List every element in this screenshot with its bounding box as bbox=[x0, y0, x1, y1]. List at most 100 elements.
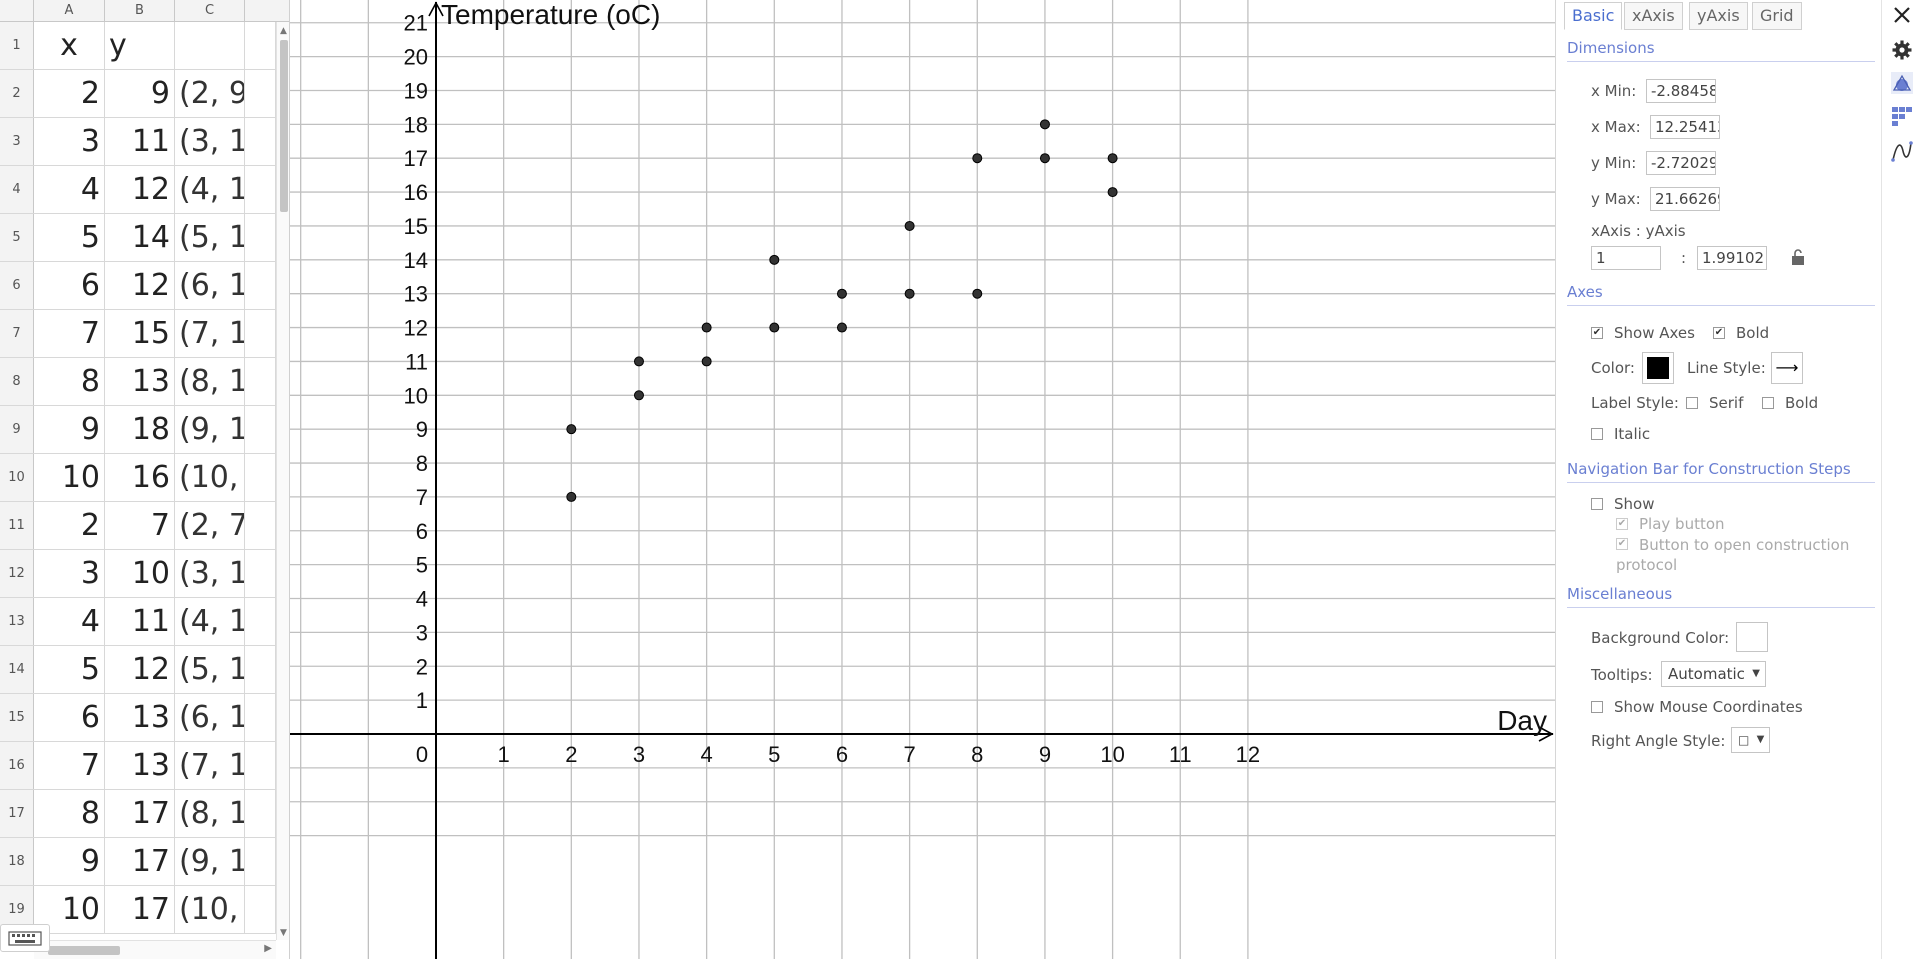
scroll-down-icon[interactable]: ▼ bbox=[280, 928, 287, 938]
cell-c[interactable]: (8, 1 bbox=[175, 790, 245, 837]
cell-b[interactable]: 11 bbox=[105, 118, 175, 165]
cell-b[interactable]: 13 bbox=[105, 694, 175, 741]
row-header[interactable]: 4 bbox=[0, 166, 34, 213]
cell-d[interactable] bbox=[245, 406, 276, 453]
data-point[interactable] bbox=[633, 390, 644, 401]
cell-b[interactable]: 13 bbox=[105, 358, 175, 405]
graphics-view[interactable]: 0 1 2 3 4 5 6 7 8 9 10 11 12 1 2 3 4 5 6 7 8 9 10 11 12 13 14 15 16 1… bbox=[290, 0, 1555, 959]
label-bold-checkbox[interactable] bbox=[1762, 397, 1774, 409]
cell-a[interactable]: 6 bbox=[34, 262, 105, 309]
grid-table-icon[interactable] bbox=[1891, 106, 1913, 128]
cell-b[interactable]: 9 bbox=[105, 70, 175, 117]
cell-a[interactable]: 6 bbox=[34, 694, 105, 741]
cell-a[interactable]: 7 bbox=[34, 742, 105, 789]
cell-d[interactable] bbox=[245, 262, 276, 309]
xmin-field[interactable]: -2.88458 bbox=[1646, 79, 1716, 103]
row-header[interactable]: 17 bbox=[0, 790, 34, 837]
cell-d[interactable] bbox=[245, 166, 276, 213]
lock-open-icon[interactable] bbox=[1790, 248, 1806, 266]
row-header[interactable]: 3 bbox=[0, 118, 34, 165]
row-header[interactable]: 7 bbox=[0, 310, 34, 357]
ymin-field[interactable]: -2.72029 bbox=[1646, 151, 1716, 175]
data-point[interactable] bbox=[769, 254, 780, 265]
play-button-checkbox[interactable]: ✔ bbox=[1616, 518, 1628, 530]
cell-c[interactable]: (6, 1 bbox=[175, 694, 245, 741]
graphics-icon[interactable] bbox=[1891, 72, 1913, 94]
cell-d[interactable] bbox=[245, 454, 276, 501]
cell-b[interactable]: 18 bbox=[105, 406, 175, 453]
cell-a[interactable]: 3 bbox=[34, 118, 105, 165]
cell-a[interactable]: 9 bbox=[34, 838, 105, 885]
row-header[interactable]: 11 bbox=[0, 502, 34, 549]
data-point[interactable] bbox=[1039, 119, 1050, 130]
cell-c[interactable]: (2, 9 bbox=[175, 70, 245, 117]
row-header[interactable]: 1 bbox=[0, 22, 34, 69]
column-header-a[interactable]: A bbox=[34, 0, 105, 22]
mouse-coords-checkbox[interactable] bbox=[1591, 701, 1603, 713]
cell-c[interactable] bbox=[175, 22, 245, 69]
cell-d[interactable] bbox=[245, 550, 276, 597]
cell-b[interactable]: y bbox=[105, 22, 175, 69]
cell-d[interactable] bbox=[245, 502, 276, 549]
cell-a[interactable]: 7 bbox=[34, 310, 105, 357]
bold-axes-checkbox[interactable]: ✔ bbox=[1713, 327, 1725, 339]
column-header-c[interactable]: C bbox=[175, 0, 245, 22]
cell-d[interactable] bbox=[245, 70, 276, 117]
scatter-plot[interactable]: 0 1 2 3 4 5 6 7 8 9 10 11 12123456789101112131415161… bbox=[290, 0, 1555, 959]
cell-a[interactable]: x bbox=[34, 22, 105, 69]
data-point[interactable] bbox=[836, 288, 847, 299]
data-point[interactable] bbox=[904, 220, 915, 231]
data-point[interactable] bbox=[566, 491, 577, 502]
cell-c[interactable]: (3, 1 bbox=[175, 550, 245, 597]
cell-d[interactable] bbox=[245, 22, 276, 69]
data-point[interactable] bbox=[769, 322, 780, 333]
row-header[interactable]: 5 bbox=[0, 214, 34, 261]
tooltips-dropdown[interactable]: Automatic ▼ bbox=[1661, 661, 1766, 687]
cell-a[interactable]: 4 bbox=[34, 598, 105, 645]
cell-b[interactable]: 16 bbox=[105, 454, 175, 501]
curve-icon[interactable] bbox=[1891, 140, 1913, 162]
horizontal-scroll-thumb[interactable] bbox=[48, 946, 120, 955]
cell-c[interactable]: (4, 1 bbox=[175, 166, 245, 213]
row-header[interactable]: 16 bbox=[0, 742, 34, 789]
right-angle-dropdown[interactable]: □ ▼ bbox=[1731, 727, 1771, 753]
cell-b[interactable]: 13 bbox=[105, 742, 175, 789]
cell-a[interactable]: 8 bbox=[34, 358, 105, 405]
cell-d[interactable] bbox=[245, 310, 276, 357]
data-point[interactable] bbox=[904, 288, 915, 299]
show-axes-checkbox[interactable]: ✔ bbox=[1591, 327, 1603, 339]
open-protocol-checkbox[interactable]: ✔ bbox=[1616, 538, 1628, 550]
cell-a[interactable]: 4 bbox=[34, 166, 105, 213]
cell-d[interactable] bbox=[245, 598, 276, 645]
cell-b[interactable]: 7 bbox=[105, 502, 175, 549]
data-point[interactable] bbox=[1107, 187, 1118, 198]
cell-d[interactable] bbox=[245, 646, 276, 693]
cell-a[interactable]: 10 bbox=[34, 454, 105, 501]
cell-c[interactable]: (8, 1 bbox=[175, 358, 245, 405]
row-header[interactable]: 2 bbox=[0, 70, 34, 117]
data-point[interactable] bbox=[1039, 153, 1050, 164]
vertical-scrollbar[interactable]: ▲ ▼ bbox=[276, 22, 289, 940]
serif-checkbox[interactable] bbox=[1686, 397, 1698, 409]
row-header[interactable]: 10 bbox=[0, 454, 34, 501]
row-header[interactable]: 18 bbox=[0, 838, 34, 885]
cell-c[interactable]: (10, bbox=[175, 886, 245, 933]
cell-a[interactable]: 9 bbox=[34, 406, 105, 453]
cell-d[interactable] bbox=[245, 742, 276, 789]
cell-d[interactable] bbox=[245, 694, 276, 741]
cell-c[interactable]: (5, 1 bbox=[175, 646, 245, 693]
cell-c[interactable]: (6, 1 bbox=[175, 262, 245, 309]
cell-c[interactable]: (7, 1 bbox=[175, 310, 245, 357]
cell-d[interactable] bbox=[245, 838, 276, 885]
data-point[interactable] bbox=[701, 322, 712, 333]
ratio-y-field[interactable]: 1.99102 bbox=[1697, 246, 1767, 270]
cell-b[interactable]: 17 bbox=[105, 790, 175, 837]
cell-c[interactable]: (10, bbox=[175, 454, 245, 501]
data-point[interactable] bbox=[1107, 153, 1118, 164]
data-point[interactable] bbox=[972, 153, 983, 164]
row-header[interactable]: 14 bbox=[0, 646, 34, 693]
tab-grid[interactable]: Grid bbox=[1752, 2, 1802, 30]
cell-a[interactable]: 10 bbox=[34, 886, 105, 933]
cell-c[interactable]: (5, 1 bbox=[175, 214, 245, 261]
row-header[interactable]: 6 bbox=[0, 262, 34, 309]
